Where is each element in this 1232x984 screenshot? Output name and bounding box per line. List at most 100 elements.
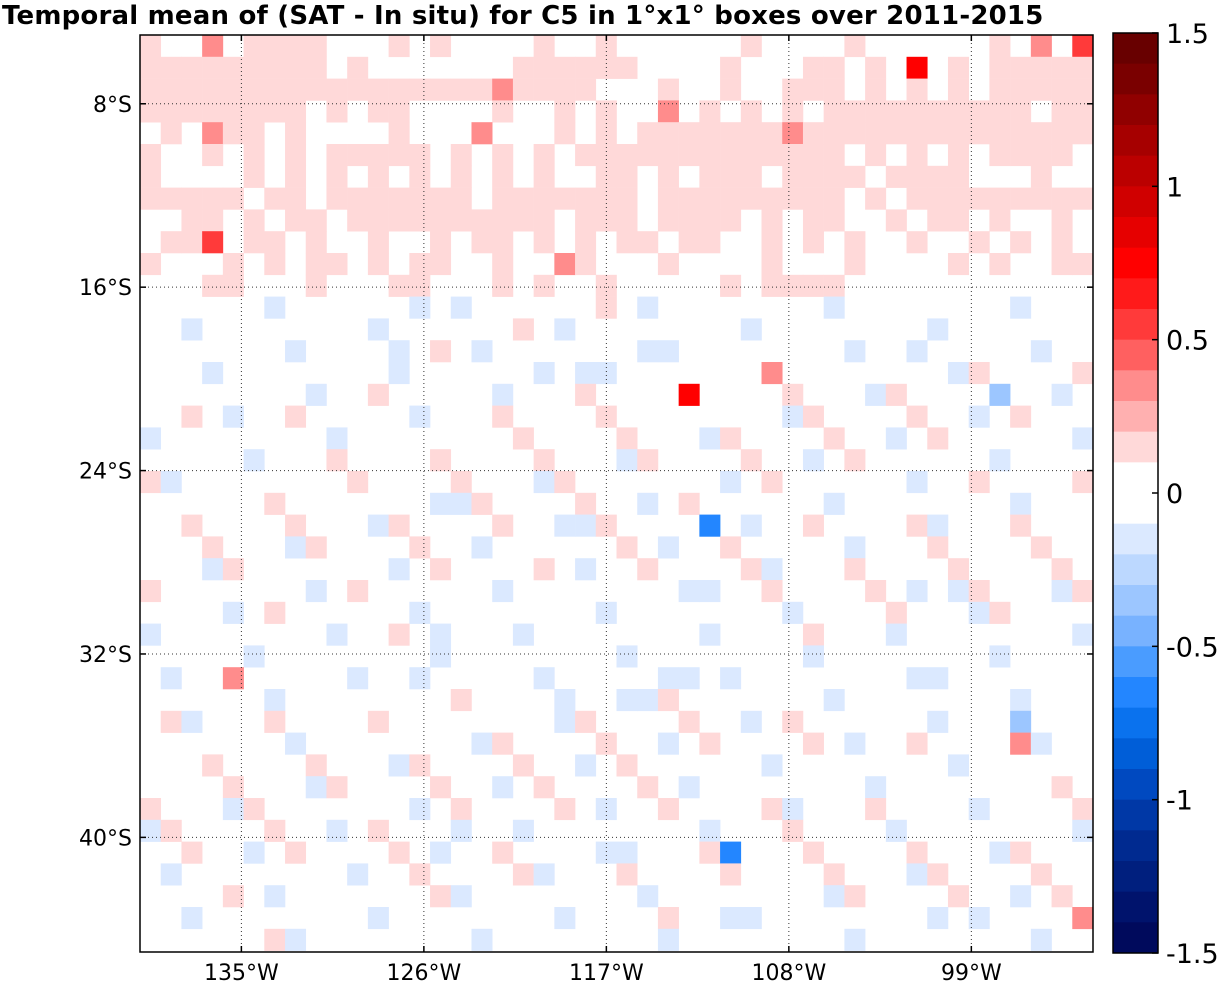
heat-cell bbox=[492, 78, 514, 101]
heat-cell bbox=[844, 885, 866, 908]
heat-cell bbox=[554, 798, 576, 821]
heat-cell bbox=[367, 710, 389, 733]
heat-cell bbox=[906, 405, 928, 428]
colorbar-tick-label: 1.5 bbox=[1166, 19, 1209, 50]
heat-cell bbox=[1051, 231, 1073, 254]
heat-cell bbox=[140, 819, 162, 842]
heat-cell bbox=[616, 165, 638, 188]
heat-cell bbox=[1051, 56, 1073, 79]
colorbar-tick-label: 0 bbox=[1166, 479, 1183, 510]
heat-cell bbox=[637, 144, 659, 167]
heat-cell bbox=[740, 144, 762, 167]
heat-cell bbox=[678, 710, 700, 733]
heat-cell bbox=[740, 318, 762, 341]
heat-cell bbox=[595, 35, 617, 58]
heat-cell bbox=[222, 885, 244, 908]
heat-cell bbox=[367, 318, 389, 341]
heat-cell bbox=[927, 710, 949, 733]
heat-cell bbox=[305, 754, 327, 777]
heat-cell bbox=[699, 514, 721, 537]
heat-cell bbox=[699, 819, 721, 842]
heat-cell bbox=[347, 187, 369, 210]
heat-cell bbox=[181, 100, 203, 123]
heat-cell bbox=[1072, 35, 1094, 58]
heat-cell bbox=[947, 253, 969, 276]
heat-cell bbox=[823, 187, 845, 210]
heat-cell bbox=[1010, 885, 1032, 908]
heat-cell bbox=[865, 187, 887, 210]
colorbar-segment bbox=[1113, 769, 1158, 801]
heat-cell bbox=[471, 492, 493, 515]
heat-cell bbox=[782, 274, 804, 297]
heat-cell bbox=[761, 253, 783, 276]
heat-cell bbox=[1051, 383, 1073, 406]
heat-cell bbox=[616, 536, 638, 559]
heat-cell bbox=[409, 209, 431, 232]
heat-cell bbox=[1010, 732, 1032, 755]
heat-cell bbox=[637, 885, 659, 908]
heat-cell bbox=[305, 580, 327, 603]
heat-cell bbox=[657, 907, 679, 930]
heat-cell bbox=[657, 689, 679, 712]
heat-cell bbox=[243, 165, 265, 188]
heat-cell bbox=[202, 231, 224, 254]
heat-cell bbox=[492, 383, 514, 406]
heat-cell bbox=[844, 231, 866, 254]
colorbar-segment bbox=[1113, 493, 1158, 525]
heat-cell bbox=[388, 340, 410, 363]
heat-cell bbox=[326, 776, 348, 799]
heat-cell bbox=[802, 405, 824, 428]
heat-cell bbox=[699, 623, 721, 646]
heat-cell bbox=[906, 732, 928, 755]
heat-cell bbox=[160, 56, 182, 79]
heat-cell bbox=[782, 100, 804, 123]
heat-cell bbox=[181, 209, 203, 232]
heat-cell bbox=[989, 383, 1011, 406]
heat-cell bbox=[844, 35, 866, 58]
heat-cell bbox=[533, 56, 555, 79]
heat-cell bbox=[222, 601, 244, 624]
heat-cell bbox=[1030, 863, 1052, 886]
heat-cell bbox=[823, 165, 845, 188]
heat-cell bbox=[865, 100, 887, 123]
heat-cell bbox=[140, 165, 162, 188]
heat-cell bbox=[616, 449, 638, 472]
heat-cell bbox=[616, 187, 638, 210]
heat-cell bbox=[595, 405, 617, 428]
heat-cell bbox=[305, 253, 327, 276]
heat-cell bbox=[761, 754, 783, 777]
colorbar-segment bbox=[1113, 217, 1158, 249]
colorbar-segment bbox=[1113, 707, 1158, 739]
colorbar-segment bbox=[1113, 922, 1158, 954]
heat-cell bbox=[430, 187, 452, 210]
heat-cell bbox=[367, 100, 389, 123]
heat-cell bbox=[1051, 144, 1073, 167]
heat-cell bbox=[1072, 253, 1094, 276]
heat-cell bbox=[968, 405, 990, 428]
heat-cell bbox=[575, 187, 597, 210]
heat-cell bbox=[347, 56, 369, 79]
heat-cell bbox=[388, 209, 410, 232]
heat-cell bbox=[202, 362, 224, 385]
x-tick-label: 135°W bbox=[204, 961, 279, 984]
heat-cell bbox=[678, 144, 700, 167]
heat-cell bbox=[285, 405, 307, 428]
colorbar-segment bbox=[1113, 309, 1158, 341]
heat-cell bbox=[968, 580, 990, 603]
heat-cell bbox=[699, 427, 721, 450]
heat-cell bbox=[968, 100, 990, 123]
heat-cell bbox=[1051, 253, 1073, 276]
heat-cell bbox=[885, 623, 907, 646]
x-tick-label: 99°W bbox=[941, 961, 1002, 984]
heat-cell bbox=[533, 449, 555, 472]
heat-cell bbox=[160, 231, 182, 254]
heat-cell bbox=[699, 209, 721, 232]
heat-cell bbox=[512, 78, 534, 101]
heat-cell bbox=[305, 35, 327, 58]
heat-cell bbox=[616, 863, 638, 886]
heat-cell bbox=[1072, 100, 1094, 123]
heat-cell bbox=[430, 78, 452, 101]
heat-cell bbox=[430, 492, 452, 515]
heat-cell bbox=[243, 122, 265, 145]
heat-cell bbox=[388, 35, 410, 58]
